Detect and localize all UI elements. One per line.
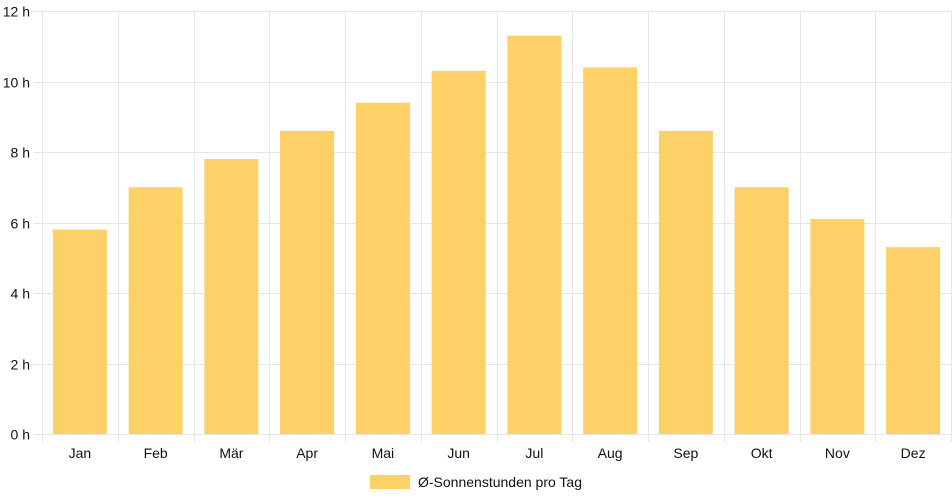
x-tick-label: Apr — [296, 445, 318, 461]
x-tick-label: Sep — [673, 445, 698, 461]
bar-aug[interactable] — [583, 67, 638, 435]
bar-mär[interactable] — [204, 159, 259, 435]
bar-nov[interactable] — [810, 218, 865, 434]
bar-jun[interactable] — [431, 70, 486, 435]
bar-okt[interactable] — [734, 187, 789, 434]
bars — [52, 35, 941, 435]
legend-swatch — [370, 475, 410, 489]
x-tick-label: Aug — [598, 445, 623, 461]
legend-label: Ø-Sonnenstunden pro Tag — [418, 474, 582, 490]
x-tick-label: Mär — [219, 445, 243, 461]
y-tick-label: 6 h — [11, 216, 30, 232]
legend[interactable]: Ø-Sonnenstunden pro Tag — [370, 474, 582, 490]
x-axis: Jan Feb Mär Apr Mai Jun Jul Aug Sep Okt Nov Dez — [69, 445, 926, 461]
x-tick-label: Nov — [825, 445, 850, 461]
y-axis: 0 h 2 h 4 h 6 h 8 h 10 h 12 h — [3, 4, 30, 443]
y-tick-label: 4 h — [11, 286, 30, 302]
x-tick-label: Jan — [69, 445, 92, 461]
bar-jul[interactable] — [507, 35, 562, 435]
bar-dez[interactable] — [886, 247, 941, 434]
y-tick-label: 10 h — [3, 75, 30, 91]
x-tick-label: Feb — [144, 445, 168, 461]
y-tick-label: 12 h — [3, 4, 30, 20]
bar-feb[interactable] — [128, 187, 183, 434]
y-tick-label: 8 h — [11, 145, 30, 161]
bar-sep[interactable] — [658, 130, 713, 434]
x-tick-label: Mai — [372, 445, 395, 461]
bar-mai[interactable] — [355, 102, 410, 435]
x-tick-label: Okt — [751, 445, 773, 461]
x-tick-label: Jul — [525, 445, 543, 461]
gridlines — [34, 11, 952, 442]
bar-apr[interactable] — [280, 130, 335, 434]
bar-jan[interactable] — [52, 229, 107, 434]
x-tick-label: Jun — [447, 445, 470, 461]
y-tick-label: 0 h — [11, 427, 30, 443]
x-tick-label: Dez — [901, 445, 926, 461]
y-tick-label: 2 h — [11, 357, 30, 373]
